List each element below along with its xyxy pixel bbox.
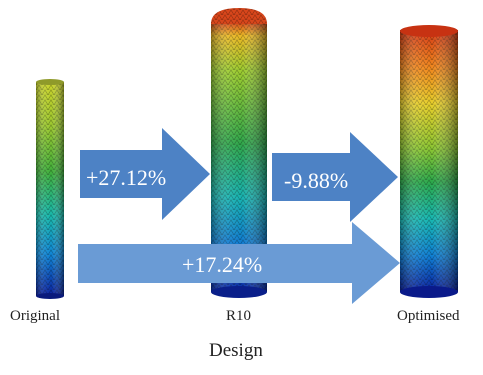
arrow-r10-to-optimised: -9.88% — [272, 132, 398, 222]
design-label-original: Original — [10, 308, 60, 324]
arrow-label-original-to-r10: +27.12% — [86, 165, 166, 190]
axis-label-design: Design — [209, 340, 263, 361]
arrow-label-r10-to-optimised: -9.88% — [284, 168, 348, 193]
arrow-original-to-r10: +27.12% — [80, 128, 210, 220]
column-optimised — [400, 25, 458, 298]
arrow-original-to-optimised: +17.24% — [78, 222, 400, 304]
design-label-optimised: Optimised — [397, 308, 460, 324]
design-label-r10: R10 — [226, 308, 252, 324]
arrow-label-original-to-optimised: +17.24% — [182, 252, 262, 277]
column-original — [36, 79, 64, 299]
